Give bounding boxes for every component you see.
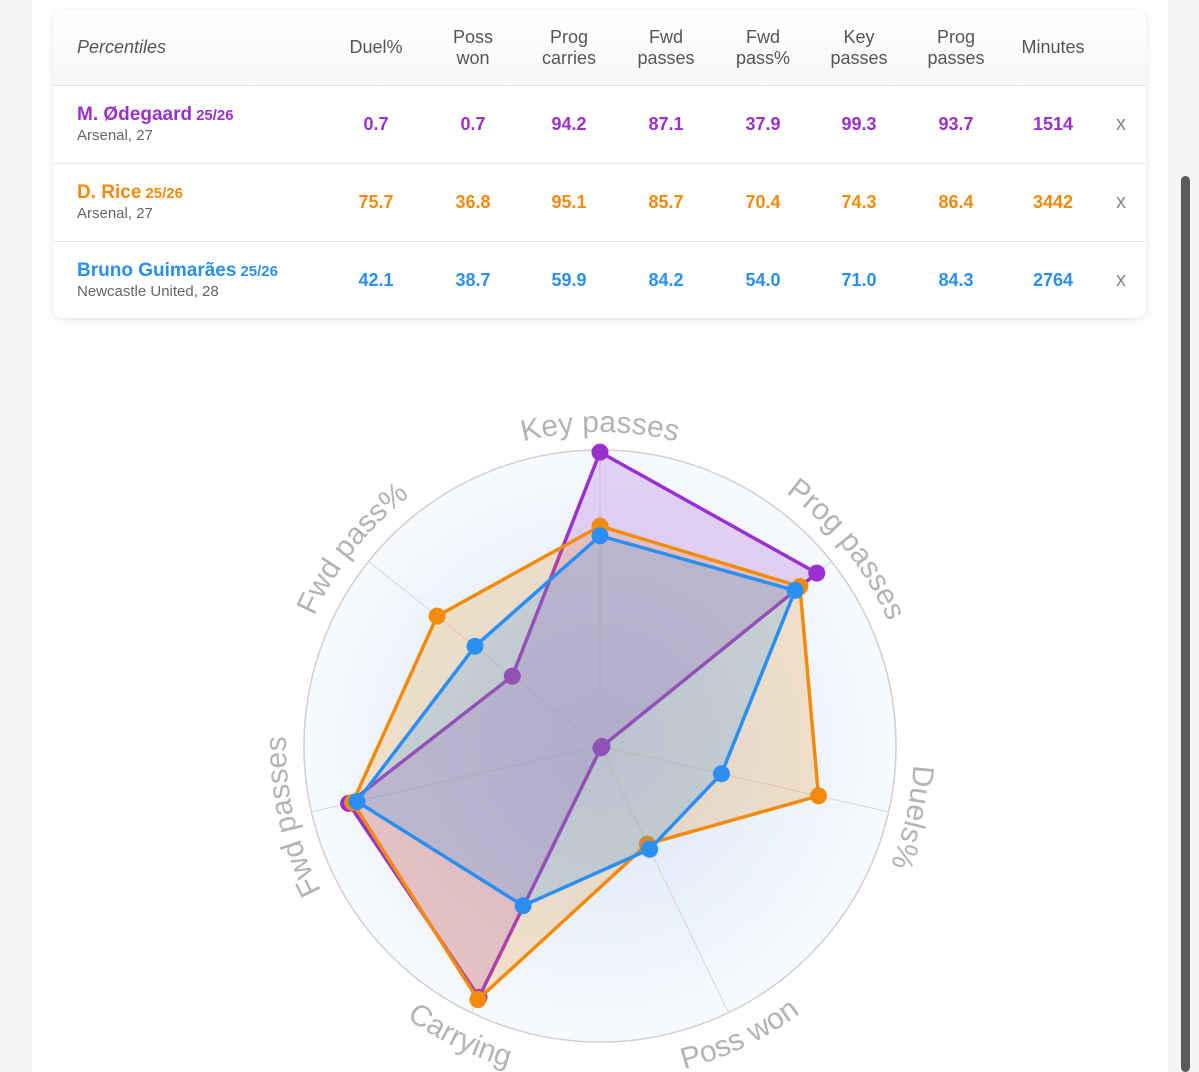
value-cell: 93.7 xyxy=(938,114,974,134)
data-point[interactable] xyxy=(428,607,446,625)
value-cell: 84.2 xyxy=(648,270,684,290)
table-row: M. Ødegaard 25/26 Arsenal, 27 0.7 0.7 94.… xyxy=(53,86,1146,164)
header-fwd-passes[interactable]: Fwd passes xyxy=(637,26,695,68)
data-point[interactable] xyxy=(592,739,610,757)
header-duel-pct[interactable]: Duel% xyxy=(349,37,403,57)
data-point[interactable] xyxy=(810,787,827,805)
player-info: Newcastle United, 28 xyxy=(77,283,219,300)
percentiles-table: Percentiles Duel% Poss won Prog carries … xyxy=(53,10,1146,318)
value-cell: 54.0 xyxy=(745,270,781,290)
player-name[interactable]: Bruno Guimarães 25/26 xyxy=(77,260,278,281)
header-prog-carries[interactable]: Prog carries xyxy=(541,26,596,68)
player-info: Arsenal, 27 xyxy=(77,127,153,144)
value-cell: 36.8 xyxy=(455,192,491,212)
value-cell: 71.0 xyxy=(841,270,877,290)
data-point[interactable] xyxy=(591,527,609,545)
value-cell: 86.4 xyxy=(938,192,974,212)
value-cell: 99.3 xyxy=(841,114,877,134)
scrollbar[interactable] xyxy=(1181,176,1190,1072)
value-cell: 85.7 xyxy=(648,192,684,212)
remove-player-button[interactable]: x xyxy=(1116,113,1126,135)
value-cell: 95.1 xyxy=(551,192,587,212)
data-point[interactable] xyxy=(713,765,730,783)
data-point[interactable] xyxy=(641,840,659,858)
header-minutes[interactable]: Minutes xyxy=(1021,37,1085,57)
value-cell: 42.1 xyxy=(358,270,394,290)
table-header: Percentiles Duel% Poss won Prog carries … xyxy=(53,10,1146,86)
data-point[interactable] xyxy=(469,991,487,1009)
value-cell: 2764 xyxy=(1032,270,1074,290)
value-cell: 0.7 xyxy=(460,114,486,134)
header-fwd-pass-pct[interactable]: Fwd pass% xyxy=(735,26,791,68)
radar-spoke xyxy=(368,561,601,747)
value-cell: 38.7 xyxy=(455,270,491,290)
data-point[interactable] xyxy=(591,443,609,461)
data-point[interactable] xyxy=(808,564,826,582)
series-polygon xyxy=(355,534,797,908)
data-point[interactable] xyxy=(503,667,521,685)
data-point[interactable] xyxy=(466,637,484,655)
value-cell: 75.7 xyxy=(358,192,394,212)
player-name[interactable]: M. Ødegaard 25/26 xyxy=(77,104,234,125)
value-cell: 84.3 xyxy=(938,270,974,290)
value-cell: 94.2 xyxy=(551,114,587,134)
value-cell: 1514 xyxy=(1032,114,1074,134)
player-info: Arsenal, 27 xyxy=(77,205,153,222)
remove-player-button[interactable]: x xyxy=(1116,191,1126,213)
value-cell: 37.9 xyxy=(745,114,781,134)
remove-player-button[interactable]: x xyxy=(1116,269,1126,291)
value-cell: 0.7 xyxy=(363,114,389,134)
axis-label: Key passes xyxy=(518,406,683,448)
header-percentiles: Percentiles xyxy=(77,37,167,57)
header-prog-passes[interactable]: Prog passes xyxy=(927,26,985,68)
value-cell: 70.4 xyxy=(745,192,781,212)
table-row: D. Rice 25/26 Arsenal, 27 75.7 36.8 95.1 … xyxy=(53,164,1146,242)
value-cell: 3442 xyxy=(1032,192,1074,212)
player-name[interactable]: D. Rice 25/26 xyxy=(77,182,183,203)
data-point[interactable] xyxy=(348,793,366,810)
value-cell: 74.3 xyxy=(841,192,877,212)
value-cell: 59.9 xyxy=(551,270,587,290)
data-point[interactable] xyxy=(514,897,532,915)
header-poss-won[interactable]: Poss won xyxy=(452,26,494,68)
value-cell: 87.1 xyxy=(648,114,684,134)
radar-spoke xyxy=(599,745,729,1013)
table-row: Bruno Guimarães 25/26 Newcastle United, 2… xyxy=(53,242,1146,318)
series-polygon xyxy=(346,450,819,999)
data-point[interactable] xyxy=(786,581,804,599)
radar-spoke xyxy=(599,745,889,813)
header-key-passes[interactable]: Key passes xyxy=(830,26,888,68)
